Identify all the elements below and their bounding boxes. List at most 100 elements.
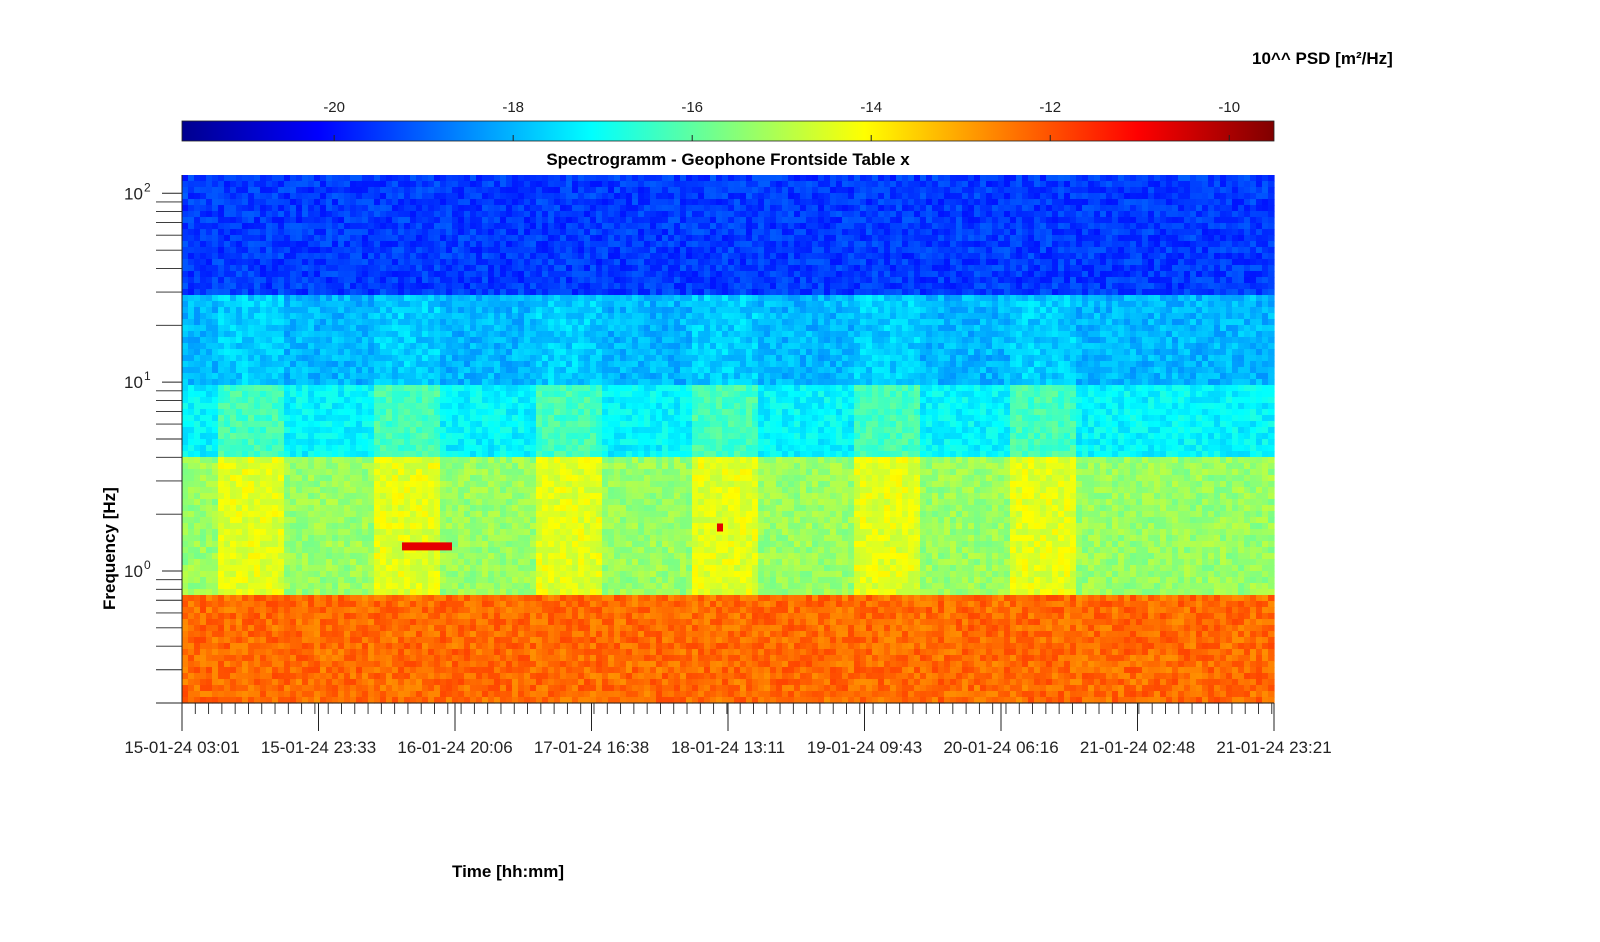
heatmap-cell xyxy=(398,259,405,266)
heatmap-cell xyxy=(1028,211,1035,218)
heatmap-cell xyxy=(740,223,747,230)
heatmap-cell xyxy=(662,265,669,272)
heatmap-cell xyxy=(668,181,675,188)
heatmap-cell xyxy=(1184,307,1191,314)
heatmap-cell xyxy=(806,217,813,224)
heatmap-cell xyxy=(356,307,363,314)
heatmap-cell xyxy=(548,175,555,182)
heatmap-cell xyxy=(506,199,513,206)
heatmap-cell xyxy=(776,313,783,320)
heatmap-cell xyxy=(686,247,693,254)
heatmap-cell xyxy=(266,241,273,248)
heatmap-cell xyxy=(386,277,393,284)
heatmap-cell xyxy=(446,277,453,284)
heatmap-cell xyxy=(644,307,651,314)
heatmap-cell xyxy=(542,259,549,266)
heatmap-cell xyxy=(998,187,1005,194)
heatmap-cell xyxy=(638,193,645,200)
heatmap-cell xyxy=(332,331,339,338)
heatmap-cell xyxy=(884,307,891,314)
heatmap-cell xyxy=(884,211,891,218)
heatmap-cell xyxy=(812,181,819,188)
heatmap-cell xyxy=(572,229,579,236)
heatmap-cell xyxy=(956,229,963,236)
heatmap-cell xyxy=(620,253,627,260)
heatmap-cell xyxy=(602,241,609,248)
heatmap-cell xyxy=(1160,229,1167,236)
heatmap-cell xyxy=(458,265,465,272)
heatmap-cell xyxy=(908,187,915,194)
heatmap-cell xyxy=(392,211,399,218)
heatmap-cell xyxy=(638,223,645,230)
heatmap-cell xyxy=(722,193,729,200)
heatmap-cell xyxy=(482,223,489,230)
heatmap-cell xyxy=(794,229,801,236)
heatmap-cell xyxy=(926,307,933,314)
heatmap-cell xyxy=(506,337,513,344)
heatmap-cell xyxy=(266,205,273,212)
heatmap-cell xyxy=(1094,307,1101,314)
heatmap-cell xyxy=(740,253,747,260)
heatmap-cell xyxy=(572,325,579,332)
heatmap-cell xyxy=(902,253,909,260)
heatmap-cell xyxy=(1070,283,1077,290)
heatmap-cell xyxy=(920,301,927,308)
heatmap-cell xyxy=(902,181,909,188)
heatmap-cell xyxy=(914,229,921,236)
heatmap-cell xyxy=(302,193,309,200)
heatmap-cell xyxy=(902,187,909,194)
heatmap-cell xyxy=(536,265,543,272)
heatmap-cell xyxy=(248,211,255,218)
heatmap-cell xyxy=(188,235,195,242)
heatmap-cell xyxy=(890,259,897,266)
heatmap-cell xyxy=(662,235,669,242)
heatmap-cell xyxy=(692,217,699,224)
heatmap-cell xyxy=(368,337,375,344)
heatmap-cell xyxy=(1238,277,1245,284)
heatmap-cell xyxy=(596,301,603,308)
heatmap-cell xyxy=(284,217,291,224)
heatmap-cell xyxy=(470,271,477,278)
heatmap-cell xyxy=(1142,307,1149,314)
heatmap-cell xyxy=(1004,283,1011,290)
heatmap-cell xyxy=(332,301,339,308)
heatmap-cell xyxy=(578,307,585,314)
heatmap-cell xyxy=(1106,259,1113,266)
heatmap-cell xyxy=(386,235,393,242)
heatmap-cell xyxy=(194,235,201,242)
heatmap-cell xyxy=(506,175,513,182)
heatmap-cell xyxy=(194,247,201,254)
heatmap-cell xyxy=(356,265,363,272)
heatmap-cell xyxy=(1184,223,1191,230)
heatmap-cell xyxy=(1070,181,1077,188)
heatmap-cell xyxy=(698,265,705,272)
heatmap-cell xyxy=(350,283,357,290)
heatmap-cell xyxy=(602,217,609,224)
heatmap-cell xyxy=(752,319,759,326)
heatmap-cell xyxy=(560,235,567,242)
heatmap-cell xyxy=(536,217,543,224)
heatmap-cell xyxy=(284,193,291,200)
heatmap-cell xyxy=(872,259,879,266)
heatmap-cell xyxy=(1184,187,1191,194)
heatmap-cell xyxy=(1148,331,1155,338)
heatmap-cell xyxy=(866,247,873,254)
heatmap-cell xyxy=(590,283,597,290)
heatmap-cell xyxy=(878,289,885,296)
heatmap-cell xyxy=(524,301,531,308)
heatmap-cell xyxy=(464,295,471,302)
heatmap-cell xyxy=(308,175,315,182)
heatmap-cell xyxy=(830,319,837,326)
heatmap-cell xyxy=(698,241,705,248)
heatmap-cell xyxy=(1178,283,1185,290)
heatmap-cell xyxy=(812,205,819,212)
heatmap-cell xyxy=(242,259,249,266)
heatmap-cell xyxy=(1268,277,1275,284)
heatmap-cell xyxy=(194,331,201,338)
heatmap-cell xyxy=(590,223,597,230)
heatmap-cell xyxy=(284,313,291,320)
heatmap-cell xyxy=(812,271,819,278)
heatmap-cell xyxy=(626,211,633,218)
heatmap-cell xyxy=(584,265,591,272)
heatmap-cell xyxy=(638,199,645,206)
